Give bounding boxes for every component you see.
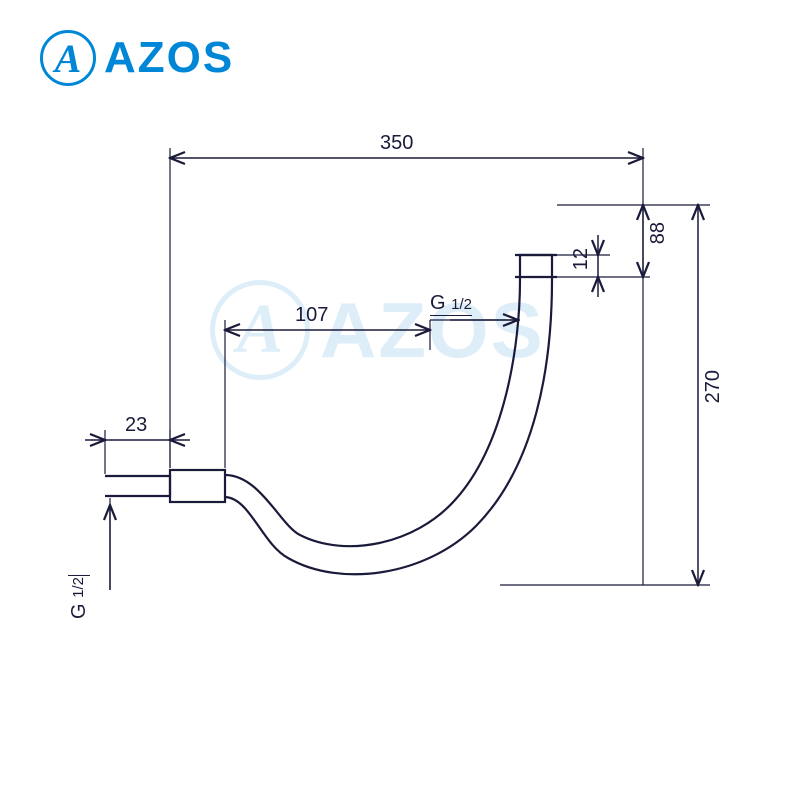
thread-inlet: G 1/2 — [68, 575, 91, 619]
logo-letter: A — [55, 35, 82, 82]
logo-text: AZOS — [104, 33, 234, 83]
diagram-svg — [50, 130, 750, 690]
logo-emblem: A — [40, 30, 96, 86]
extension-lines — [105, 148, 710, 590]
dimension-diagram: 350 270 88 12 107 23 G 1/2 G 1/2 — [50, 130, 750, 690]
dim-12: 12 — [570, 248, 593, 270]
dim-height-270: 270 — [702, 370, 725, 403]
brand-logo: A AZOS — [40, 30, 234, 86]
dim-23: 23 — [125, 414, 147, 437]
spout-outline — [105, 255, 557, 574]
thread-outlet: G 1/2 — [430, 292, 472, 315]
dimension-lines — [85, 158, 698, 590]
dim-width-350: 350 — [380, 132, 413, 155]
dim-107: 107 — [295, 304, 328, 327]
dim-88: 88 — [647, 222, 670, 244]
